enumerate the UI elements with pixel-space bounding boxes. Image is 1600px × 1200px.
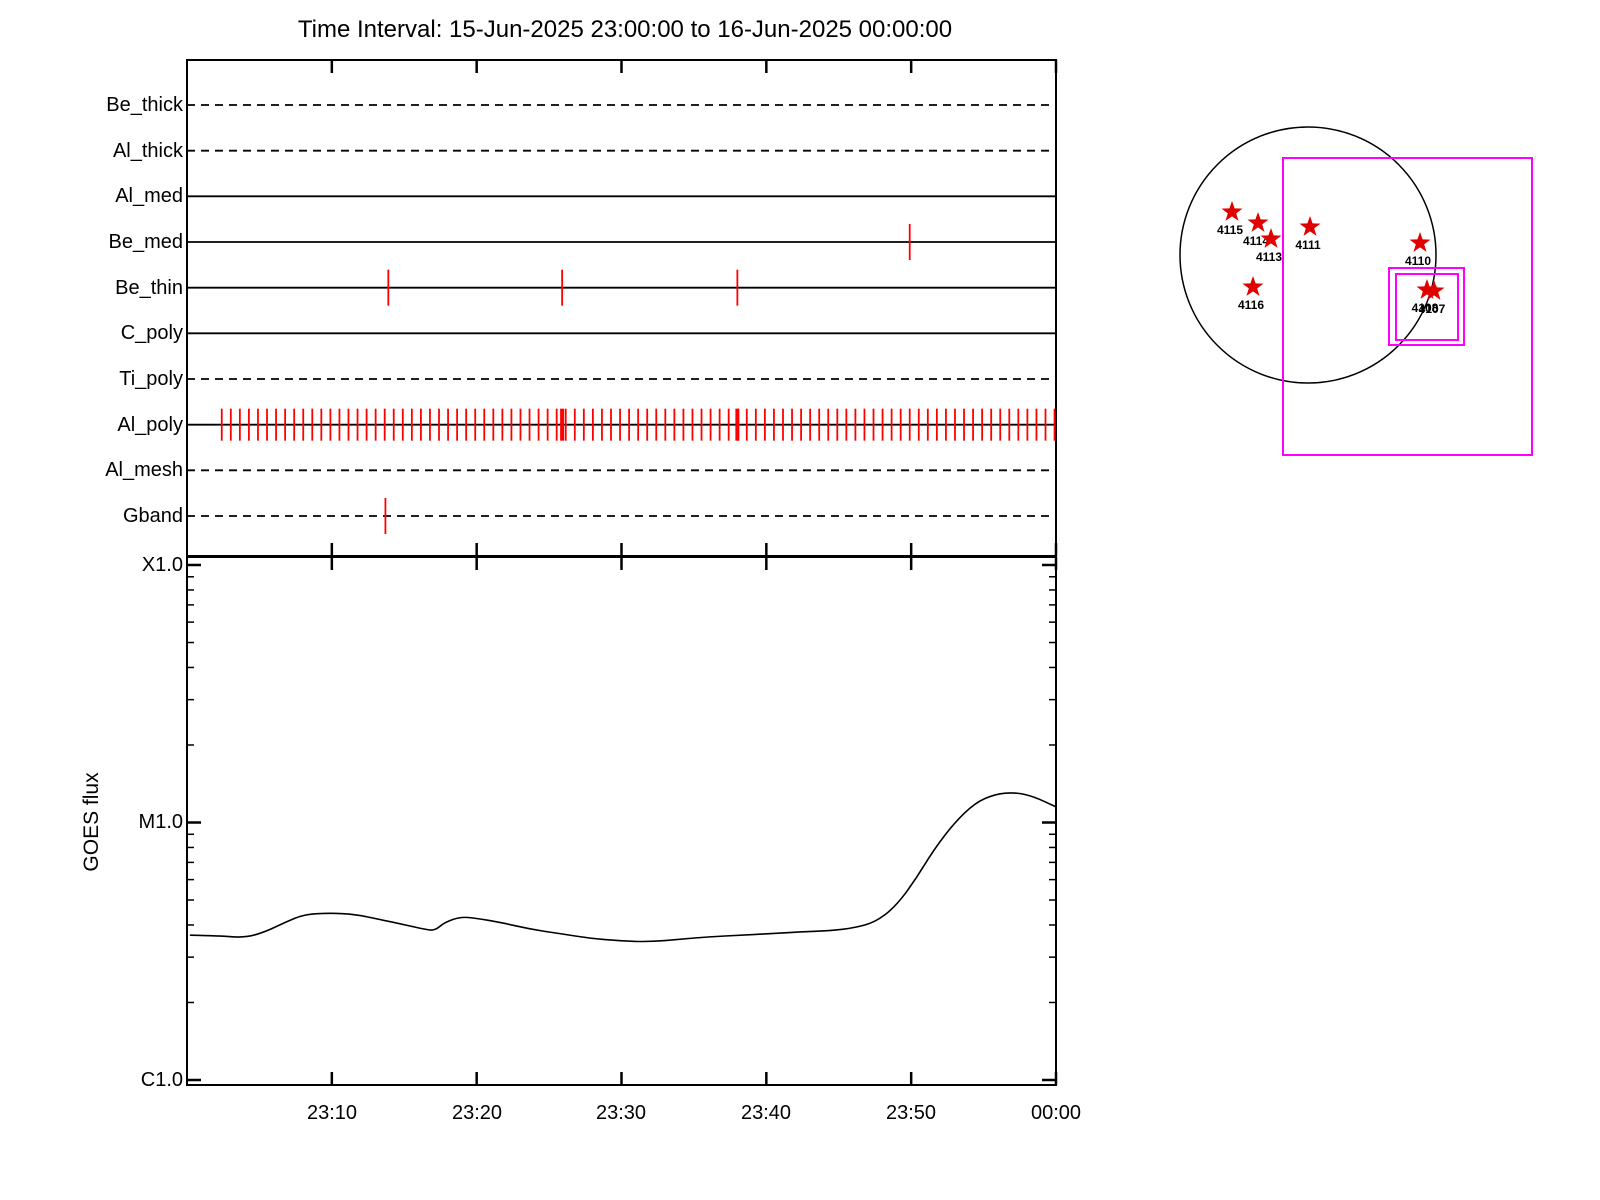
filter-label-be-thin: Be_thin bbox=[115, 277, 183, 299]
plot-title: Time Interval: 15-Jun-2025 23:00:00 to 1… bbox=[297, 16, 953, 43]
active-region-star bbox=[1299, 216, 1321, 236]
filter-label-be-thick: Be_thick bbox=[106, 94, 183, 116]
active-region-star bbox=[1221, 201, 1243, 221]
fov-box bbox=[1395, 273, 1459, 341]
active-region-label: 4116 bbox=[1238, 298, 1264, 312]
fov-box bbox=[1388, 267, 1465, 346]
goes-flux-curve bbox=[189, 792, 1057, 943]
goes-frame bbox=[186, 556, 1057, 1086]
active-region-star bbox=[1260, 228, 1282, 248]
xtick-2330: 23:30 bbox=[595, 1102, 647, 1124]
active-region-label: 4110 bbox=[1405, 254, 1431, 268]
active-region-star bbox=[1242, 276, 1264, 296]
goes-ytick-m1: M1.0 bbox=[138, 811, 183, 833]
goes-ytick-c1: C1.0 bbox=[140, 1069, 183, 1091]
filter-label-gband: Gband bbox=[122, 505, 183, 527]
filter-label-c-poly: C_poly bbox=[120, 322, 183, 344]
active-region-label: 4113 bbox=[1256, 250, 1282, 264]
filter-label-ti-poly: Ti_poly bbox=[119, 368, 183, 390]
xtick-2340: 23:40 bbox=[740, 1102, 792, 1124]
active-region-star bbox=[1409, 232, 1431, 252]
filter-label-al-mesh: Al_mesh bbox=[105, 459, 183, 481]
filter-label-al-poly: Al_poly bbox=[117, 414, 183, 436]
filter-label-al-med: Al_med bbox=[115, 185, 183, 207]
goes-ytick-x1: X1.0 bbox=[141, 554, 183, 576]
filter-label-be-med: Be_med bbox=[108, 231, 184, 253]
active-region-label: 4108 bbox=[1412, 301, 1439, 315]
active-region-star bbox=[1423, 280, 1445, 300]
goes-flux-panel bbox=[186, 556, 1058, 1086]
xtick-2350: 23:50 bbox=[885, 1102, 937, 1124]
filter-timeline-panel bbox=[186, 59, 1058, 557]
active-region-label: 4111 bbox=[1295, 238, 1321, 252]
active-region-star bbox=[1247, 212, 1269, 232]
filter-label-al-thick: Al_thick bbox=[112, 140, 183, 162]
active-region-label: 4107 bbox=[1419, 302, 1446, 316]
timeline-frame bbox=[186, 59, 1057, 557]
xtick-2320: 23:20 bbox=[451, 1102, 503, 1124]
active-region-label: 4114 bbox=[1243, 234, 1269, 248]
xtick-2310: 23:10 bbox=[306, 1102, 358, 1124]
fov-box bbox=[1282, 157, 1533, 456]
active-region-label: 4115 bbox=[1217, 223, 1243, 237]
solar-limb-circle bbox=[1179, 126, 1437, 384]
xtick-0000: 00:00 bbox=[1030, 1102, 1082, 1124]
